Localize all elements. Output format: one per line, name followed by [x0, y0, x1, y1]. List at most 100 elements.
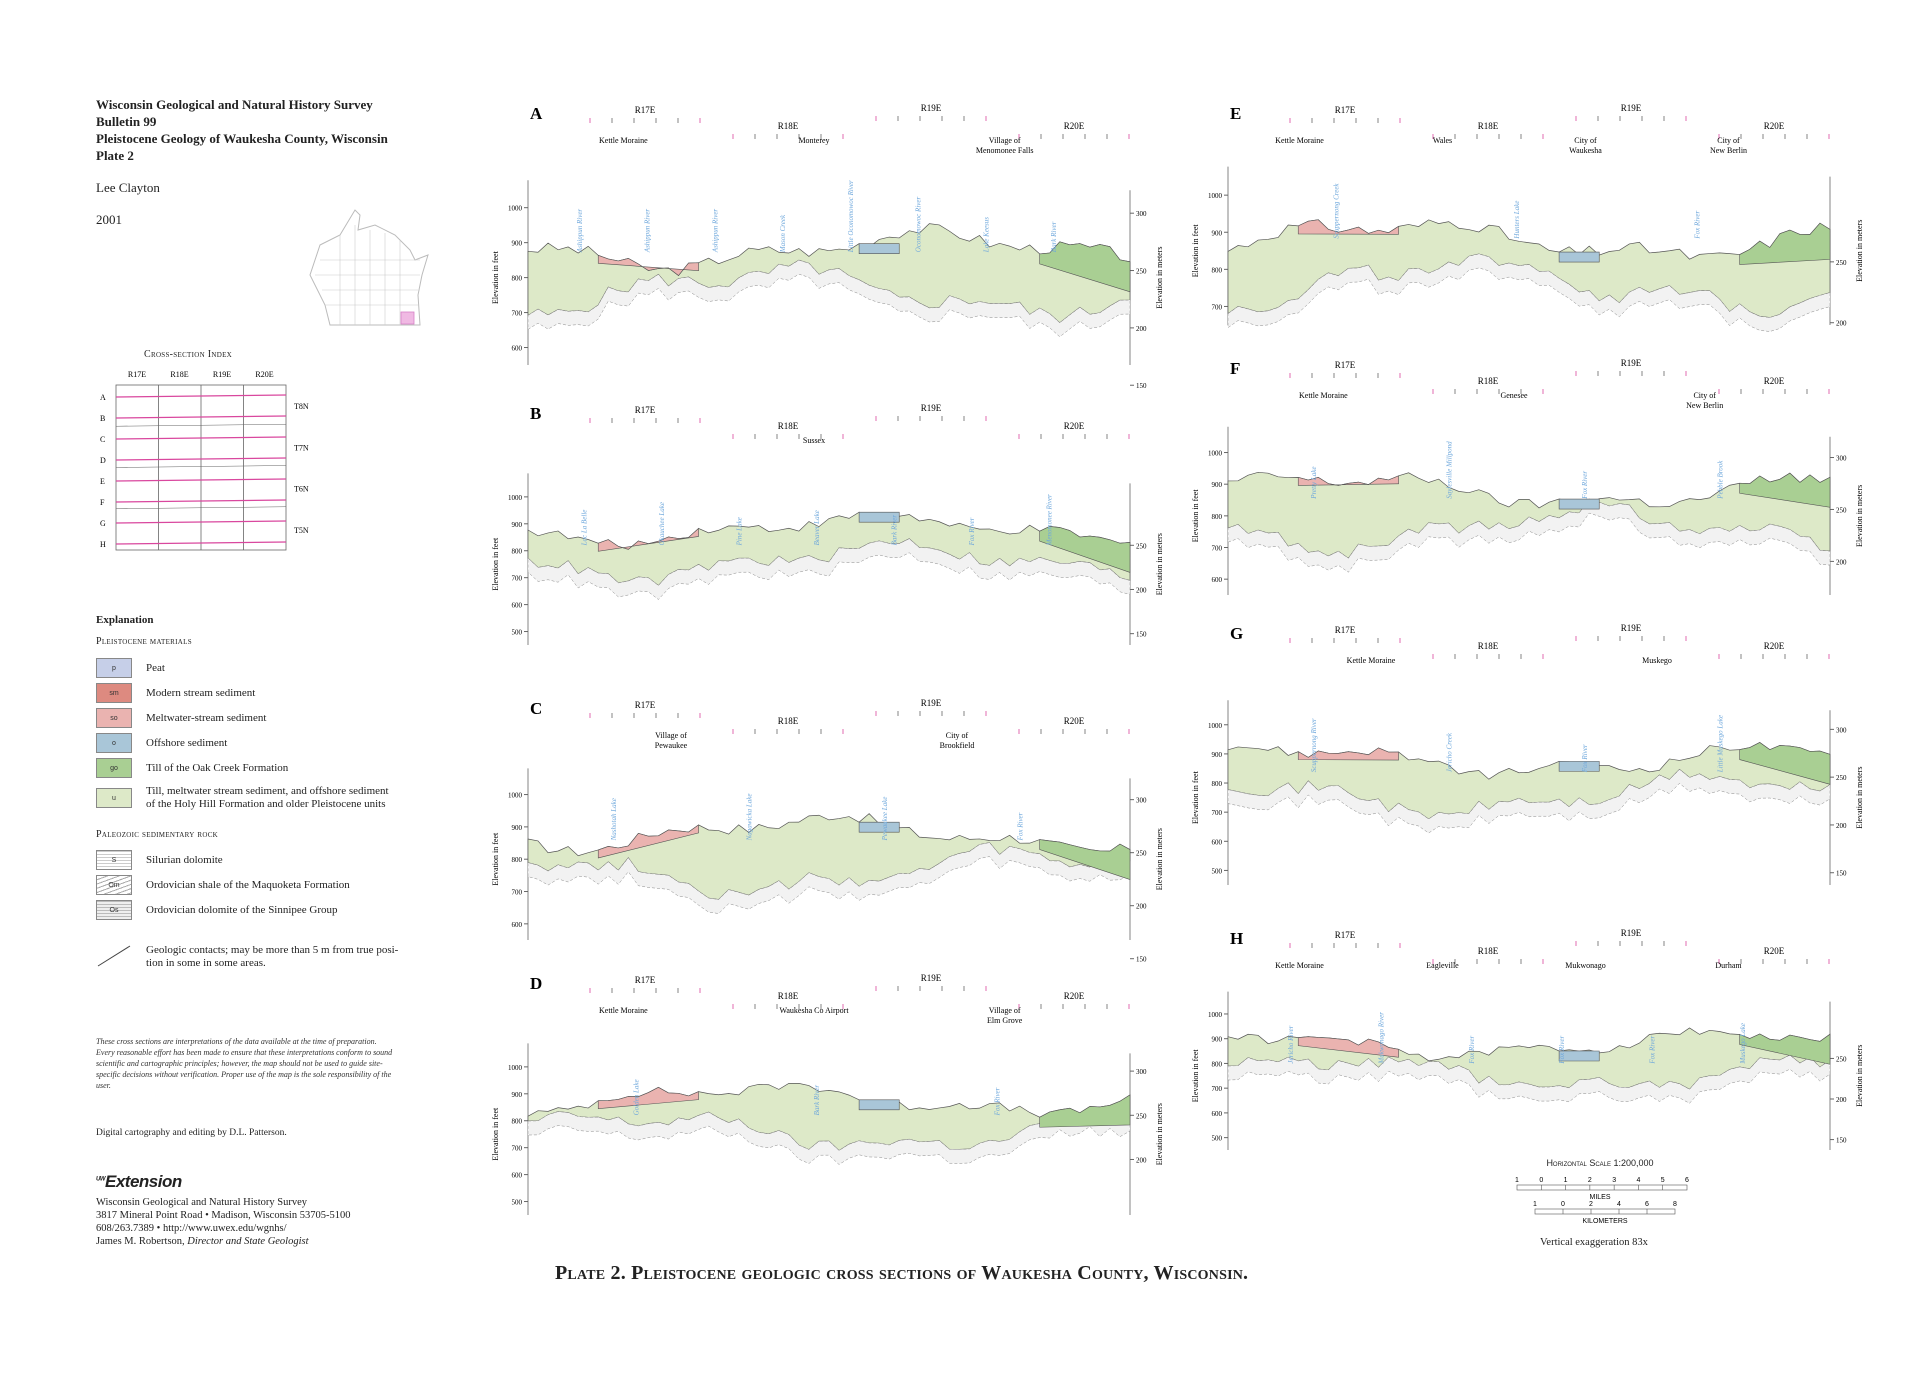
meters-tick-label: 300	[1836, 726, 1847, 734]
cross-section-h: H R17E R18E R19E R20E Elevation in feet Elevat…	[1190, 920, 1890, 1165]
place-label: Sussex	[803, 436, 825, 445]
feet-tick-label: 900	[1212, 751, 1223, 759]
index-township-label: T7N	[294, 443, 309, 452]
meters-tick-label: 200	[1836, 1096, 1847, 1104]
place-label: Muskego	[1642, 656, 1672, 665]
range-label: R18E	[1478, 376, 1499, 386]
feet-tick-label: 500	[1212, 867, 1223, 875]
miles-tick-label: 6	[1685, 1177, 1689, 1184]
feet-tick-label: 600	[512, 921, 523, 929]
waukesha-county-highlight	[400, 311, 415, 325]
meters-axis-label: Elevation in meters	[1155, 1103, 1164, 1165]
meters-tick-label: 300	[1136, 797, 1147, 805]
index-line-e	[115, 478, 287, 482]
water-label: Hunters Lake	[1513, 201, 1521, 240]
place-label: Waukesha Co Airport	[779, 1006, 849, 1015]
legend-s: S Silurian dolomite	[96, 850, 223, 870]
feet-tick-label: 700	[1212, 303, 1223, 311]
index-section-label: H	[100, 540, 106, 549]
bedrock-unit	[1227, 253, 1831, 332]
water-label: Scuppernong Creek	[1332, 183, 1340, 239]
swatch-os: Os	[96, 900, 132, 920]
bulletin: Bulletin 99	[96, 114, 157, 129]
place-label: Kettle Moraine	[1275, 961, 1324, 970]
water-label: Pine Lake	[736, 517, 744, 546]
unit-go	[1739, 1033, 1831, 1065]
feet-axis-label: Elevation in feet	[491, 832, 500, 886]
range-label: R19E	[921, 103, 942, 113]
cross-section-svg: C R17E R18E R19E R20E Elevation in feet Elevat…	[491, 698, 1164, 964]
place-label: Eagleville	[1426, 961, 1459, 970]
meters-tick-label: 250	[1836, 774, 1847, 782]
feet-tick-label: 700	[1212, 809, 1223, 817]
unit-so	[1297, 475, 1399, 486]
explanation-title: Explanation	[96, 614, 154, 626]
water-label: Ashippun River	[711, 209, 719, 254]
range-label: R20E	[1764, 641, 1785, 651]
range-label: R17E	[635, 975, 656, 985]
cross-section-a: A R17E R18E R19E R20E Elevation in feet Elevat…	[490, 95, 1190, 390]
unit-so	[1297, 219, 1399, 235]
unit-so	[597, 254, 699, 276]
legend-label: Offshore sediment	[146, 736, 228, 749]
miles-tick-label: 1	[1515, 1177, 1519, 1184]
meters-tick-label: 250	[1836, 506, 1847, 514]
plate-title: Plate 2. Pleistocene geologic cross sect…	[555, 1262, 1249, 1284]
meters-axis-label: Elevation in meters	[1155, 828, 1164, 890]
unit-go	[1039, 839, 1131, 881]
legend-om: Om Ordovician shale of the Maquoketa Form…	[96, 875, 350, 895]
meters-tick-label: 200	[1136, 1156, 1147, 1164]
feet-tick-label: 1000	[1208, 450, 1223, 458]
scale-bars: 1 0 1 2 3 4 5 6 MILES 1 0 2 4 6 8 KILOMETERS	[1515, 1177, 1689, 1225]
index-line-h	[115, 541, 287, 545]
place-label: City of	[1574, 136, 1597, 145]
feet-tick-label: 500	[512, 629, 523, 637]
water-label: Fox River	[1468, 1036, 1476, 1065]
km-label: KILOMETERS	[1582, 1218, 1627, 1224]
range-label: R18E	[778, 716, 799, 726]
meters-tick-label: 150	[1136, 631, 1147, 639]
pleistocene-heading: Pleistocene materials	[96, 636, 192, 647]
water-label: Little Oconomowoc River	[847, 180, 855, 253]
legend-label: Silurian dolomite	[146, 854, 223, 866]
meters-tick-label: 200	[1836, 320, 1847, 328]
meters-tick-label: 200	[1136, 586, 1147, 594]
legend-label: Till, meltwater stream sediment, and off…	[146, 785, 389, 797]
legend-label-2: of the Holy Hill Formation and older Ple…	[146, 798, 386, 810]
cross-section-b: B R17E R18E R19E R20E Elevation in feet Elevat…	[490, 395, 1190, 660]
water-label: Mason Creek	[779, 214, 787, 253]
year: 2001	[96, 212, 122, 227]
unit-o	[858, 821, 900, 833]
water-label: Nagawicka Lake	[745, 794, 753, 842]
feet-tick-label: 800	[512, 856, 523, 864]
index-range-label: R20E	[255, 370, 273, 379]
meters-tick-label: 150	[1836, 870, 1847, 878]
feet-axis-label: Elevation in feet	[491, 1107, 500, 1161]
feet-tick-label: 1000	[1208, 1011, 1223, 1019]
miles-tick-label: 0	[1539, 1177, 1543, 1184]
water-label: Fox River	[1558, 1036, 1566, 1065]
cross-section-svg: G R17E R18E R19E R20E Elevation in feet Elevat…	[1191, 623, 1864, 885]
plate-number: Plate 2	[96, 148, 134, 163]
feet-tick-label: 700	[512, 575, 523, 583]
water-label: Golden Lake	[632, 1079, 640, 1115]
place-label: Durham	[1715, 961, 1742, 970]
water-label: Nashotah Lake	[610, 798, 618, 841]
miles-label: MILES	[1589, 1194, 1610, 1201]
feet-tick-label: 600	[1212, 1110, 1223, 1118]
publisher-name: Wisconsin Geological and Natural History…	[96, 1197, 307, 1208]
feet-tick-label: 900	[512, 521, 523, 529]
feet-tick-label: 1000	[508, 494, 523, 502]
km-bar	[1534, 1208, 1676, 1215]
bedrock-unit	[1227, 1054, 1831, 1104]
miles-tick-label: 4	[1636, 1177, 1640, 1184]
unit-o	[1558, 498, 1600, 510]
legend-label: Till of the Oak Creek Formation	[146, 761, 289, 774]
range-label: R17E	[1335, 930, 1356, 940]
meters-tick-label: 300	[1136, 1068, 1147, 1076]
place-label: Waukesha	[1569, 146, 1602, 155]
km-tick-label: 6	[1645, 1201, 1649, 1208]
feet-tick-label: 1000	[1208, 192, 1223, 200]
logo-text: Extension	[105, 1172, 182, 1191]
scale-title: Horizontal Scale 1:200,000	[1546, 1158, 1654, 1168]
